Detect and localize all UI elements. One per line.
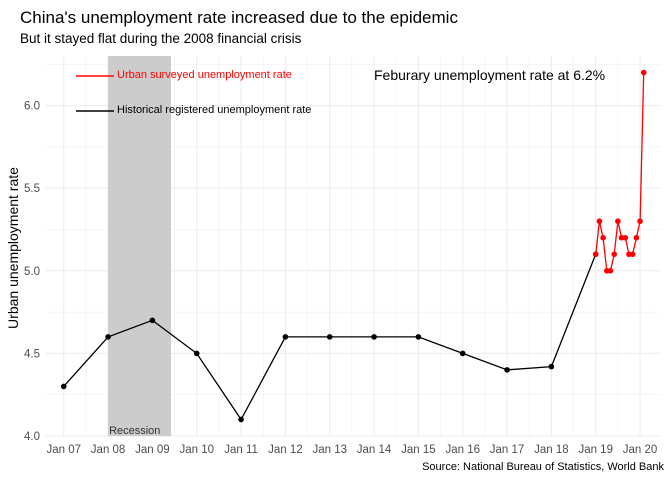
data-point <box>371 334 377 340</box>
x-tick-label: Jan 09 <box>135 444 170 456</box>
data-point <box>282 334 289 340</box>
legend: Urban surveyed unemployment rate Histori… <box>76 69 311 116</box>
data-point <box>548 363 555 370</box>
x-tick-label: Jan 15 <box>401 444 436 456</box>
x-tick-label: Jan 16 <box>445 444 480 456</box>
y-tick-label: 4.5 <box>24 348 40 360</box>
y-tick-label: 5.5 <box>24 183 40 195</box>
source-caption: Source: National Bureau of Statistics, W… <box>422 461 664 473</box>
legend-label-historical: Historical registered unemployment rate <box>117 104 311 116</box>
x-tick-label: Jan 11 <box>224 444 258 456</box>
data-point <box>193 350 200 357</box>
data-point <box>596 218 603 225</box>
x-tick-label: Jan 10 <box>179 444 214 456</box>
data-point <box>105 334 111 340</box>
x-axis-ticks: Jan 07 Jan 08 Jan 09 Jan 10 Jan 11 Jan 12 Jan … <box>46 444 657 456</box>
data-point <box>629 251 636 258</box>
recession-label: Recession <box>109 425 160 437</box>
x-tick-label: Jan 12 <box>268 444 303 456</box>
data-point <box>149 317 156 324</box>
data-point <box>326 334 333 340</box>
x-tick-label: Jan 14 <box>357 444 392 456</box>
data-point <box>622 234 629 241</box>
data-point <box>592 251 599 258</box>
data-point <box>504 367 510 373</box>
data-point <box>615 218 621 225</box>
data-point <box>607 267 614 274</box>
data-point <box>459 350 466 357</box>
x-tick-label: Jan 17 <box>490 444 525 456</box>
x-tick-label: Jan 07 <box>46 444 81 456</box>
series-points <box>60 69 647 423</box>
x-tick-label: Jan 08 <box>91 444 126 456</box>
y-tick-label: 6.0 <box>24 101 40 113</box>
x-tick-label: Jan 19 <box>578 444 613 456</box>
series-line-1 <box>595 72 645 272</box>
data-point <box>600 234 606 241</box>
x-tick-label: Jan 18 <box>534 444 569 456</box>
data-point <box>640 69 647 76</box>
chart-title: China's unemployment rate increased due … <box>20 8 458 27</box>
data-point <box>633 234 640 241</box>
x-tick-label: Jan 20 <box>623 444 658 456</box>
data-point <box>60 383 67 390</box>
recession-rect <box>108 56 172 436</box>
y-tick-label: 4.0 <box>24 431 40 443</box>
data-point <box>637 218 643 225</box>
x-tick-label: Jan 13 <box>312 444 347 456</box>
y-axis-ticks: 4.0 4.5 5.0 5.5 6.0 <box>24 101 40 443</box>
recession-band: Recession <box>108 56 172 437</box>
data-point <box>611 251 618 258</box>
legend-label-urban: Urban surveyed unemployment rate <box>117 69 292 81</box>
y-axis-label: Urban unemployment rate <box>5 167 21 329</box>
y-tick-label: 5.0 <box>24 266 40 278</box>
data-point <box>238 416 244 423</box>
annotation-feb-rate: Feburary unemployment rate at 6.2% <box>374 67 605 83</box>
data-point <box>415 334 422 340</box>
chart-subtitle: But it stayed flat during the 2008 finan… <box>20 31 302 46</box>
